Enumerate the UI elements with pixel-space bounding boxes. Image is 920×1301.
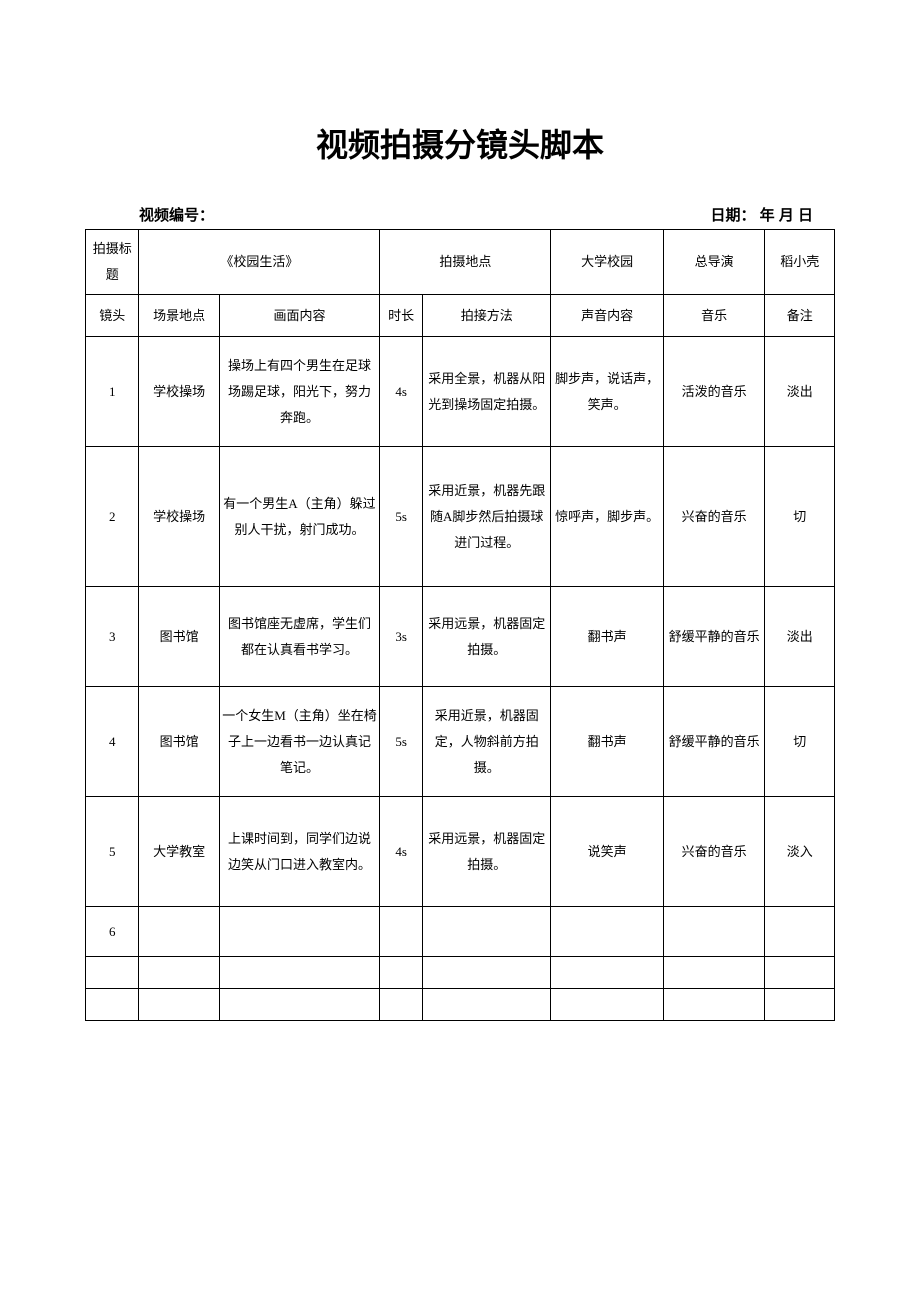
director-value: 稻小壳 [765,230,835,295]
cell-shot: 1 [86,337,139,447]
cell-method: 采用近景，机器先跟随A脚步然后拍摄球进门过程。 [423,447,551,587]
cell-sound: 惊呼声，脚步声。 [551,447,663,587]
shoot-title-value: 《校园生活》 [139,230,380,295]
cell-empty [423,957,551,989]
cell-shot: 5 [86,797,139,907]
video-id-label: 视频编号： [87,204,214,225]
cell-empty [219,957,380,989]
cell-note: 淡入 [765,797,835,907]
cell-duration: 5s [380,447,423,587]
cell-shot: 6 [86,907,139,957]
cell-empty [139,957,219,989]
shoot-location-label: 拍摄地点 [380,230,551,295]
cell-method: 采用远景，机器固定拍摄。 [423,587,551,687]
cell-empty [380,957,423,989]
cell-location: 学校操场 [139,337,219,447]
cell-method: 采用远景，机器固定拍摄。 [423,797,551,907]
cell-content: 操场上有四个男生在足球场踢足球，阳光下，努力奔跑。 [219,337,380,447]
cell-note: 切 [765,687,835,797]
cell-empty [423,989,551,1021]
shoot-title-label: 拍摄标题 [86,230,139,295]
cell-empty [765,957,835,989]
cell-shot: 3 [86,587,139,687]
cell-sound: 翻书声 [551,687,663,797]
cell-content: 上课时间到，同学们边说边笑从门口进入教室内。 [219,797,380,907]
table-row: 4图书馆一个女生M（主角）坐在椅子上一边看书一边认真记笔记。5s采用近景，机器固… [86,687,835,797]
cell-content [219,907,380,957]
cell-empty [551,989,663,1021]
cell-sound: 脚步声，说话声，笑声。 [551,337,663,447]
cell-empty [551,957,663,989]
cell-content: 一个女生M（主角）坐在椅子上一边看书一边认真记笔记。 [219,687,380,797]
cell-music [663,907,765,957]
col-note: 备注 [765,295,835,337]
meta-row: 拍摄标题 《校园生活》 拍摄地点 大学校园 总导演 稻小壳 [86,230,835,295]
cell-location: 图书馆 [139,587,219,687]
cell-empty [380,989,423,1021]
cell-note: 淡出 [765,337,835,447]
shoot-location-value: 大学校园 [551,230,663,295]
cell-location [139,907,219,957]
cell-content: 有一个男生A（主角）躲过别人干扰，射门成功。 [219,447,380,587]
cell-location: 大学教室 [139,797,219,907]
cell-empty [663,957,765,989]
cell-empty [139,989,219,1021]
cell-empty [663,989,765,1021]
cell-music: 兴奋的音乐 [663,797,765,907]
cell-note: 切 [765,447,835,587]
col-content: 画面内容 [219,295,380,337]
cell-location: 图书馆 [139,687,219,797]
date-label: 日期： 年 月 日 [710,204,833,225]
cell-duration: 5s [380,687,423,797]
page-title: 视频拍摄分镜头脚本 [85,120,835,166]
cell-shot: 4 [86,687,139,797]
table-row [86,957,835,989]
cell-empty [86,989,139,1021]
cell-duration [380,907,423,957]
table-row: 3图书馆图书馆座无虚席，学生们都在认真看书学习。3s采用远景，机器固定拍摄。翻书… [86,587,835,687]
cell-note [765,907,835,957]
col-shot: 镜头 [86,295,139,337]
table-row: 2学校操场有一个男生A（主角）躲过别人干扰，射门成功。5s采用近景，机器先跟随A… [86,447,835,587]
cell-music: 活泼的音乐 [663,337,765,447]
col-duration: 时长 [380,295,423,337]
table-row: 1学校操场操场上有四个男生在足球场踢足球，阳光下，努力奔跑。4s采用全景，机器从… [86,337,835,447]
table-row: 6 [86,907,835,957]
cell-sound: 说笑声 [551,797,663,907]
cell-location: 学校操场 [139,447,219,587]
cell-method: 采用近景，机器固定，人物斜前方拍摄。 [423,687,551,797]
cell-music: 兴奋的音乐 [663,447,765,587]
cell-method [423,907,551,957]
table-row: 5大学教室上课时间到，同学们边说边笑从门口进入教室内。4s采用远景，机器固定拍摄… [86,797,835,907]
cell-sound: 翻书声 [551,587,663,687]
cell-empty [765,989,835,1021]
cell-duration: 3s [380,587,423,687]
cell-music: 舒缓平静的音乐 [663,587,765,687]
cell-shot: 2 [86,447,139,587]
cell-music: 舒缓平静的音乐 [663,687,765,797]
cell-empty [86,957,139,989]
cell-note: 淡出 [765,587,835,687]
col-sound: 声音内容 [551,295,663,337]
header-row: 镜头 场景地点 画面内容 时长 拍接方法 声音内容 音乐 备注 [86,295,835,337]
col-location: 场景地点 [139,295,219,337]
cell-sound [551,907,663,957]
table-row [86,989,835,1021]
cell-method: 采用全景，机器从阳光到操场固定拍摄。 [423,337,551,447]
cell-empty [219,989,380,1021]
col-music: 音乐 [663,295,765,337]
cell-content: 图书馆座无虚席，学生们都在认真看书学习。 [219,587,380,687]
cell-duration: 4s [380,337,423,447]
col-method: 拍接方法 [423,295,551,337]
cell-duration: 4s [380,797,423,907]
storyboard-table: 拍摄标题 《校园生活》 拍摄地点 大学校园 总导演 稻小壳 镜头 场景地点 画面… [85,229,835,1021]
info-row: 视频编号： 日期： 年 月 日 [85,204,835,225]
director-label: 总导演 [663,230,765,295]
